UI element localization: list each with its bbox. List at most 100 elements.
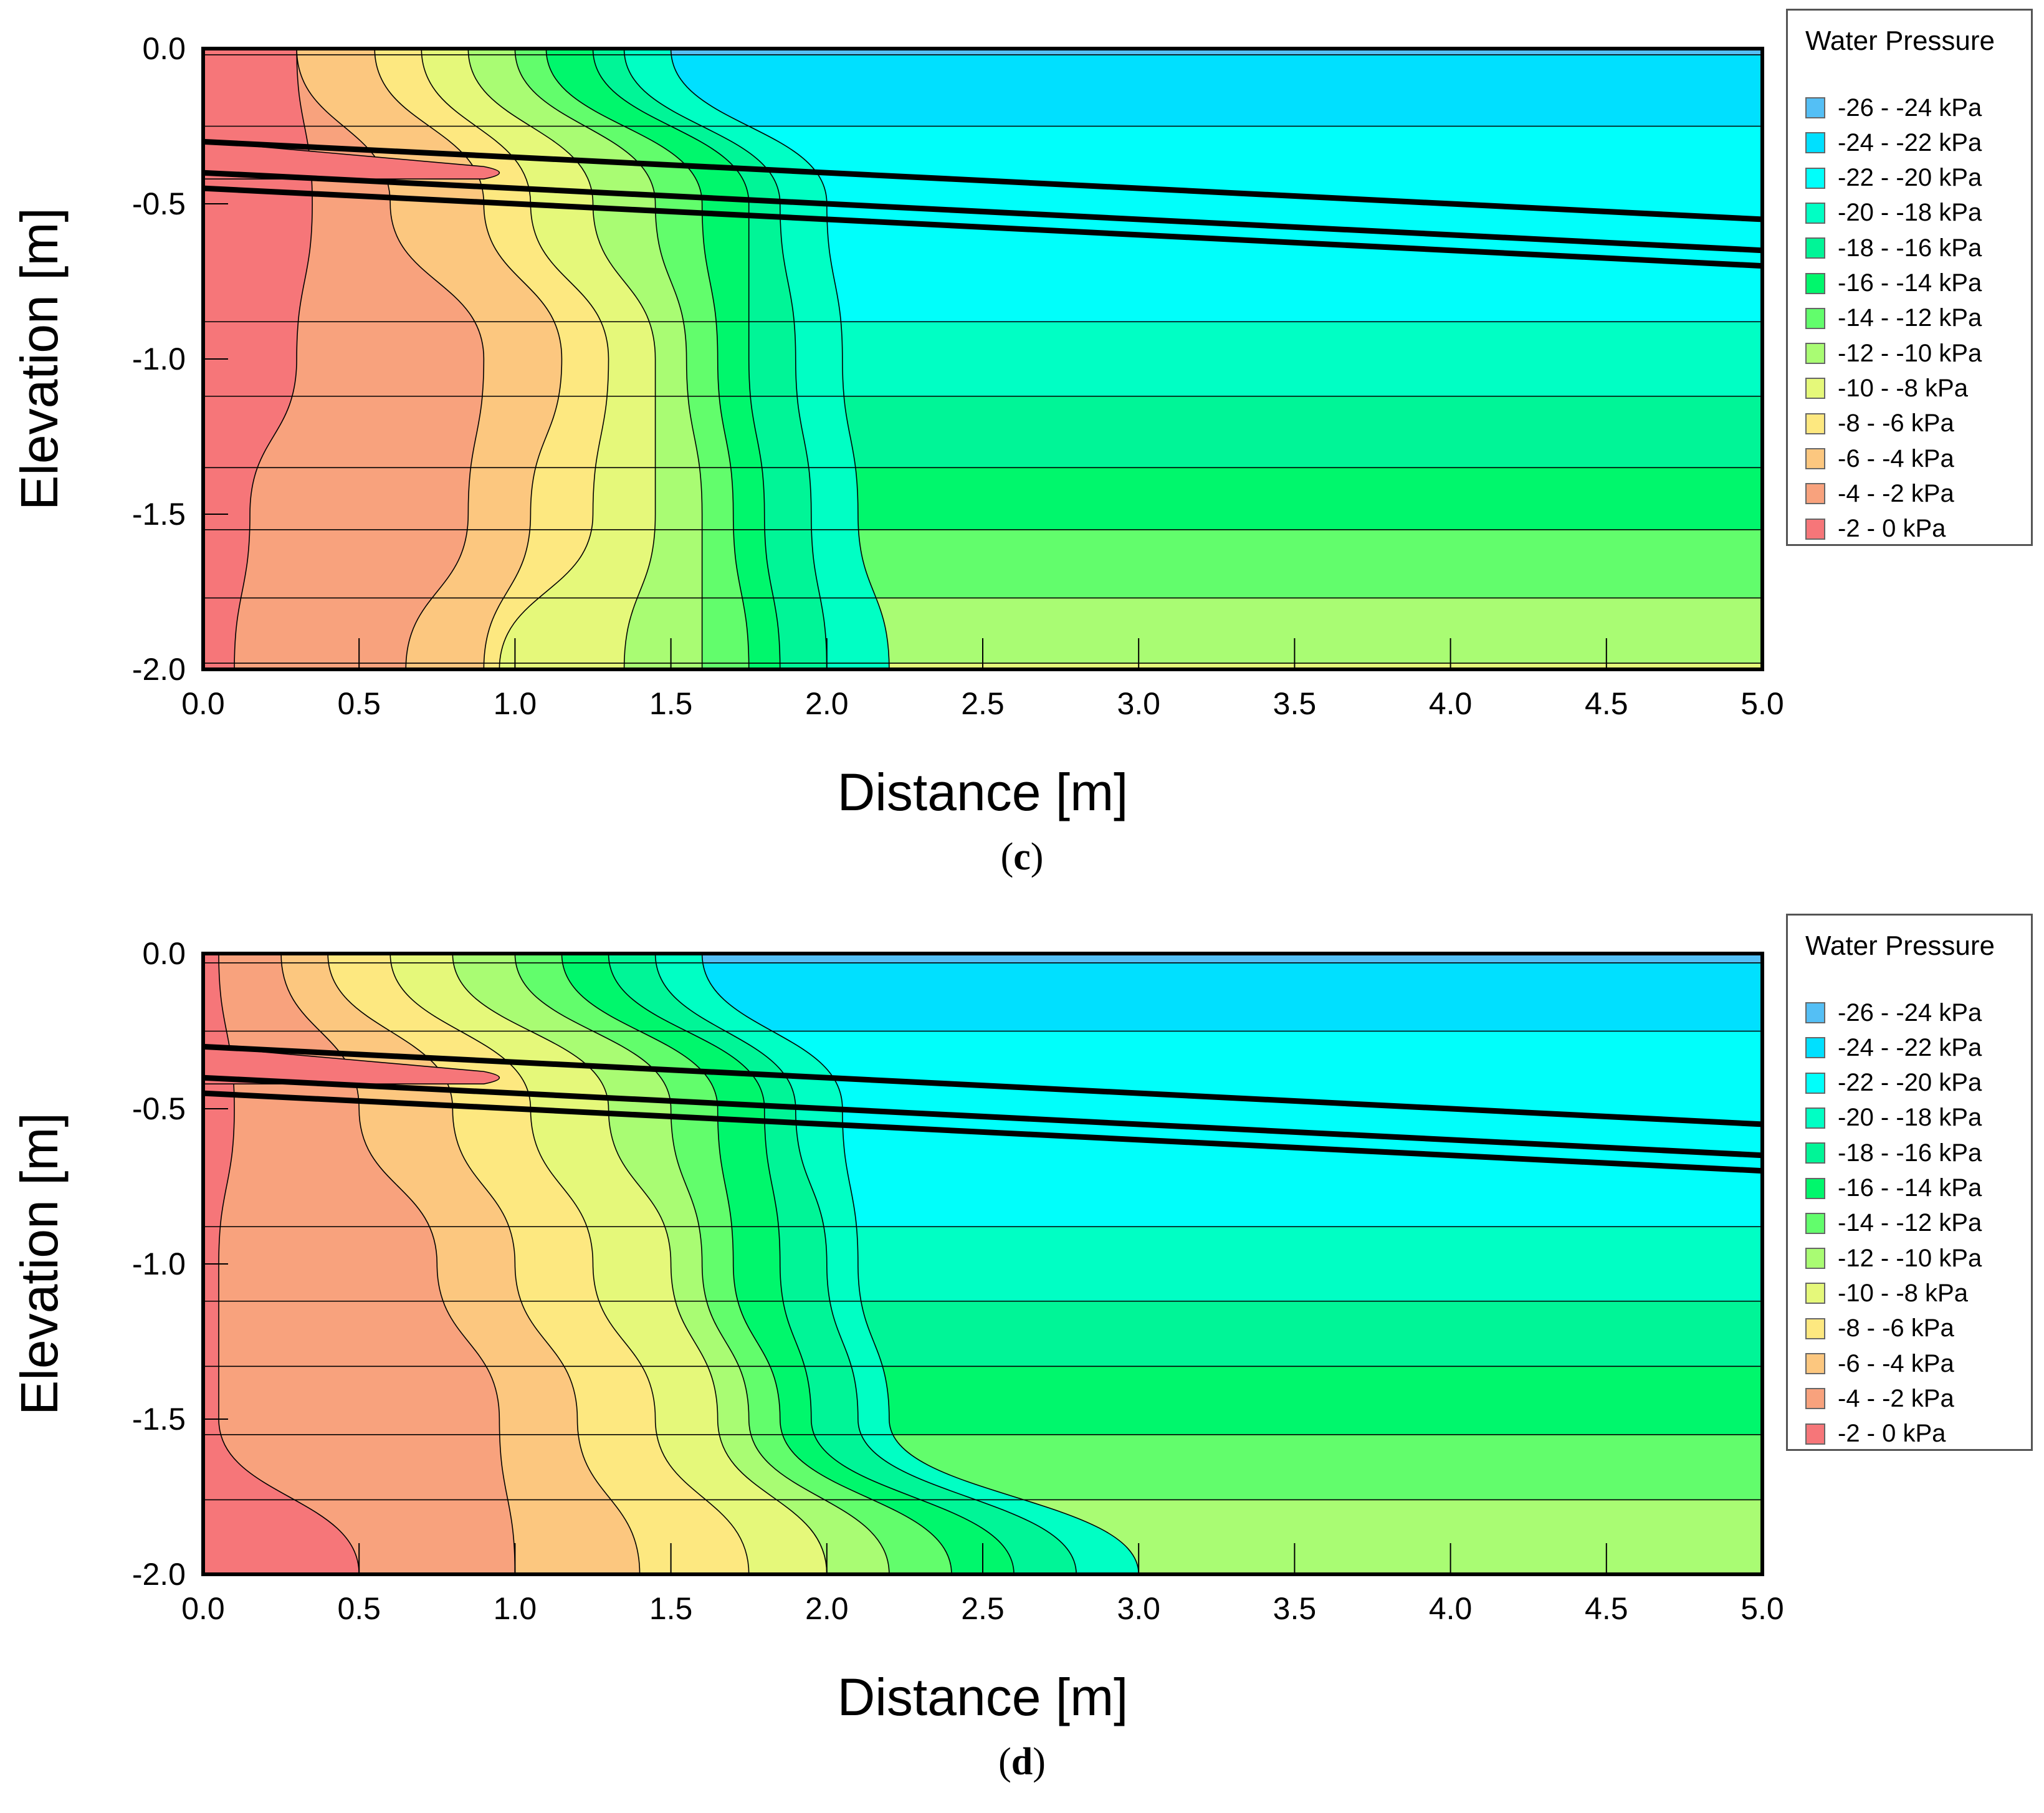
- contour-field: [203, 49, 1762, 669]
- surface-layer-top: [203, 1043, 1763, 1127]
- legend-label: -2 - 0 kPa: [1838, 515, 1946, 543]
- y-tick-label: -1.5: [132, 497, 186, 532]
- surface-layer-mid: [203, 170, 1763, 254]
- y-axis-title: Elevation [m]: [10, 1112, 69, 1415]
- legend-entry: -6 - -4 kPa: [1805, 1346, 1954, 1381]
- legend-label: -14 - -12 kPa: [1838, 1209, 1982, 1237]
- legend-label: -4 - -2 kPa: [1838, 1384, 1954, 1412]
- surface-layer-mid: [203, 1074, 1763, 1159]
- legend-swatch: [1805, 1423, 1825, 1445]
- legend-swatch: [1805, 97, 1825, 118]
- y-tick-label: -0.5: [132, 186, 186, 221]
- legend-label: -12 - -10 kPa: [1838, 339, 1982, 367]
- legend-label: -20 - -18 kPa: [1838, 199, 1982, 227]
- y-tick-label: -0.5: [132, 1091, 186, 1126]
- chart-panel-c: 0.0 0.5 1.0 1.5 2.0 2.5 3.0 3.5 4.0 4.5 5.0 0.0 -0.5…: [0, 0, 2044, 904]
- legend-swatch: [1805, 132, 1825, 154]
- legend-swatch: [1805, 1212, 1825, 1234]
- y-tick-label: -2.0: [132, 652, 186, 687]
- contour-chart-d: 0.0 0.5 1.0 1.5 2.0 2.5 3.0 3.5 4.0 4.5 5.0 0.0 -0.5…: [10, 936, 1784, 1726]
- panel-caption-d: (d): [998, 1741, 1046, 1783]
- legend-label: -12 - -10 kPa: [1838, 1244, 1982, 1272]
- panel-caption-label: c: [1013, 836, 1031, 878]
- x-tick-label: 0.5: [337, 1591, 381, 1626]
- contour-chart-c: 0.0 0.5 1.0 1.5 2.0 2.5 3.0 3.5 4.0 4.5 5.0 0.0 -0.5…: [10, 31, 1784, 821]
- legend-label: -6 - -4 kPa: [1838, 444, 1954, 472]
- legend-swatch: [1805, 483, 1825, 505]
- legend-swatch: [1805, 1107, 1825, 1129]
- legend-swatch: [1805, 518, 1825, 540]
- legend-label: -16 - -14 kPa: [1838, 269, 1982, 297]
- legend-swatch: [1805, 202, 1825, 224]
- x-tick-label: 2.0: [805, 686, 849, 721]
- legend-entry: -4 - -2 kPa: [1805, 476, 1954, 511]
- legend-swatch: [1805, 1318, 1825, 1339]
- legend-entry: -10 - -8 kPa: [1805, 371, 1968, 406]
- x-tick-label: 4.0: [1429, 686, 1473, 721]
- x-tick-label: 4.0: [1429, 1591, 1473, 1626]
- x-tick-label: 2.5: [961, 1591, 1005, 1626]
- x-tick-label: 1.5: [649, 1591, 693, 1626]
- x-tick-label: 5.0: [1741, 1591, 1784, 1626]
- wet-lens: [203, 141, 500, 179]
- legend-swatch: [1805, 1353, 1825, 1374]
- legend-swatch: [1805, 448, 1825, 469]
- legend-swatch: [1805, 1283, 1825, 1304]
- legend-label: -2 - 0 kPa: [1838, 1420, 1946, 1448]
- panel-caption-c: (c): [1000, 836, 1044, 878]
- y-tick-label: 0.0: [142, 31, 186, 66]
- legend-entry: -18 - -16 kPa: [1805, 1136, 1982, 1170]
- legend-swatch: [1805, 1002, 1825, 1023]
- legend-swatch: [1805, 378, 1825, 399]
- legend-entry: -2 - 0 kPa: [1805, 1417, 1946, 1452]
- legend-label: -14 - -12 kPa: [1838, 304, 1982, 332]
- legend-entry: -20 - -18 kPa: [1805, 196, 1982, 231]
- legend-entry: -14 - -12 kPa: [1805, 301, 1982, 336]
- legend-label: -24 - -22 kPa: [1838, 128, 1982, 156]
- legend-label: -8 - -6 kPa: [1838, 409, 1954, 438]
- legend-entry: -12 - -10 kPa: [1805, 336, 1982, 371]
- legend-entry: -8 - -6 kPa: [1805, 1311, 1954, 1346]
- x-tick-label: 3.0: [1117, 1591, 1160, 1626]
- pressure-band: [203, 49, 1762, 55]
- y-tick-label: -1.0: [132, 342, 186, 376]
- y-axis-title: Elevation [m]: [10, 208, 69, 510]
- legend-swatch: [1805, 343, 1825, 365]
- legend-label: -10 - -8 kPa: [1838, 1279, 1968, 1307]
- legend-entry: -8 - -6 kPa: [1805, 406, 1954, 441]
- legend-label: -18 - -16 kPa: [1838, 234, 1982, 262]
- contour-field: [203, 954, 1762, 1574]
- y-tick-label: 0.0: [142, 936, 186, 971]
- legend-swatch: [1805, 1037, 1825, 1059]
- legend-d: Water Pressure -26 - -24 kPa -24 - -22 kP…: [1786, 914, 2033, 1451]
- legend-label: -24 - -22 kPa: [1838, 1033, 1982, 1061]
- legend-swatch: [1805, 1248, 1825, 1270]
- legend-label: -18 - -16 kPa: [1838, 1139, 1982, 1167]
- y-tick-label: -2.0: [132, 1557, 186, 1592]
- legend-swatch: [1805, 307, 1825, 329]
- x-tick-label: 0.5: [337, 686, 381, 721]
- legend-entry: -26 - -24 kPa: [1805, 995, 1982, 1030]
- x-tick-label: 1.5: [649, 686, 693, 721]
- legend-entry: -24 - -22 kPa: [1805, 125, 1982, 160]
- legend-c: Water Pressure -26 - -24 kPa -24 - -22 kP…: [1786, 9, 2033, 546]
- x-tick-label: 0.0: [181, 1591, 225, 1626]
- x-tick-label: 1.0: [494, 686, 537, 721]
- legend-title: Water Pressure: [1805, 26, 1995, 56]
- y-tick-label: -1.0: [132, 1246, 186, 1281]
- legend-entry: -20 - -18 kPa: [1805, 1101, 1982, 1136]
- legend-entry: -22 - -20 kPa: [1805, 161, 1982, 196]
- x-tick-label: 3.5: [1273, 1591, 1317, 1626]
- legend-label: -16 - -14 kPa: [1838, 1174, 1982, 1202]
- x-tick-label: 1.0: [494, 1591, 537, 1626]
- legend-entry: -26 - -24 kPa: [1805, 90, 1982, 125]
- surface-layer-top: [203, 138, 1763, 222]
- legend-entry: -2 - 0 kPa: [1805, 512, 1946, 547]
- x-axis-title: Distance [m]: [838, 1668, 1129, 1726]
- legend-entry: -6 - -4 kPa: [1805, 441, 1954, 476]
- y-tick-label: -1.5: [132, 1402, 186, 1437]
- x-tick-label: 3.0: [1117, 686, 1160, 721]
- legend-swatch: [1805, 272, 1825, 294]
- legend-entry: -12 - -10 kPa: [1805, 1241, 1982, 1276]
- x-tick-label: 4.5: [1585, 686, 1628, 721]
